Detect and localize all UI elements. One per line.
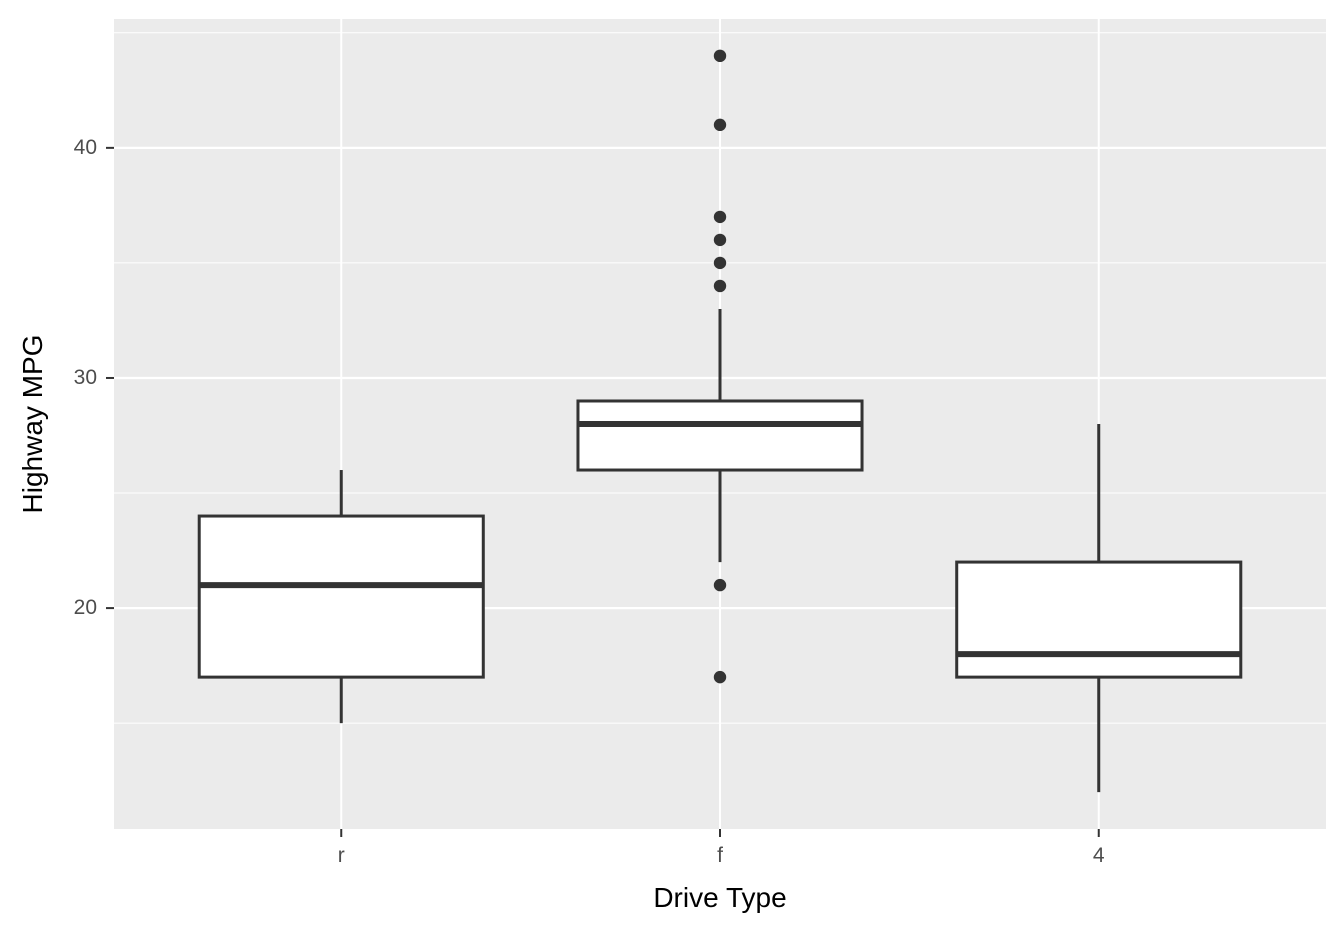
- x-axis-title: Drive Type: [653, 882, 787, 913]
- y-tick-label-30: 30: [73, 365, 97, 389]
- box-f: [576, 399, 864, 472]
- outlier-point-f-41: [713, 118, 727, 132]
- outlier-point-f-35: [713, 256, 727, 270]
- outlier-point-f-44: [713, 49, 727, 63]
- outlier-point-f-37: [713, 210, 727, 224]
- box-r: [197, 514, 485, 679]
- x-tick-label-f: f: [717, 844, 723, 867]
- box-4: [955, 560, 1243, 679]
- outlier-point-f-36: [713, 233, 727, 247]
- y-tick-label-20: 20: [73, 596, 97, 620]
- outlier-point-f-17: [713, 670, 727, 684]
- x-tick-label-4: 4: [1092, 844, 1105, 867]
- outlier-point-f-34: [713, 279, 727, 293]
- outlier-point-f-21: [713, 578, 727, 592]
- y-axis-title: Highway MPG: [17, 334, 48, 514]
- x-tick-label-r: r: [337, 844, 345, 867]
- y-tick-label-40: 40: [73, 135, 97, 159]
